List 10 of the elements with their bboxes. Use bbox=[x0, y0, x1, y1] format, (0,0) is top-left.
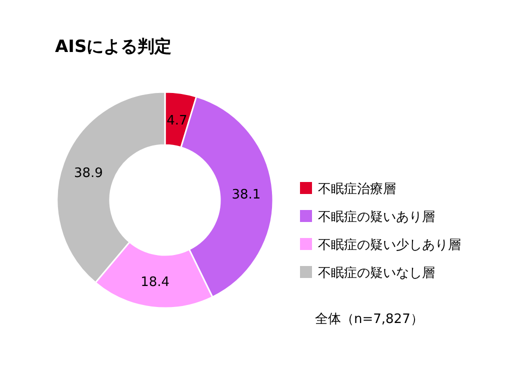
legend-label: 不眠症の疑いなし層 bbox=[318, 266, 435, 281]
data-label: 4.7 bbox=[166, 113, 188, 128]
legend-label: 不眠症の疑い少しあり層 bbox=[318, 238, 461, 253]
data-label: 38.9 bbox=[74, 166, 103, 182]
legend-label: 不眠症の疑いあり層 bbox=[318, 210, 435, 225]
data-label: 18.4 bbox=[140, 274, 170, 290]
data-label: 38.1 bbox=[232, 187, 261, 202]
text: 全体（n=7,827） bbox=[315, 312, 424, 327]
legend-label: 不眠症治療層 bbox=[318, 182, 396, 197]
chart-title: AISによる判定 bbox=[55, 37, 172, 57]
